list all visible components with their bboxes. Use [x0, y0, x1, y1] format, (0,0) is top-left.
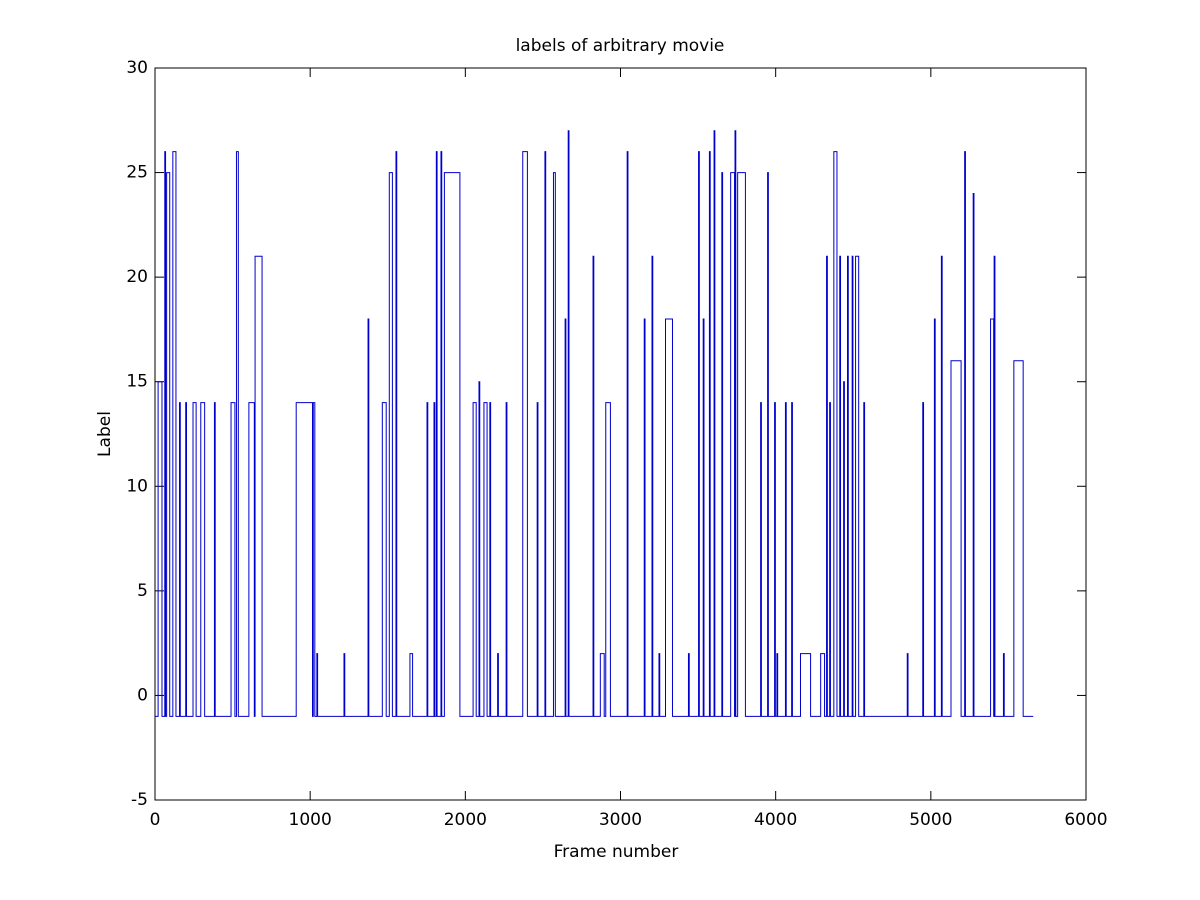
- x-tick-label: 2000: [444, 810, 487, 830]
- y-tick-label: 20: [126, 267, 148, 287]
- data-line: [155, 130, 1034, 717]
- y-tick-label: 10: [126, 476, 148, 496]
- x-tick-label: 6000: [1064, 810, 1107, 830]
- x-tick-label: 1000: [289, 810, 332, 830]
- y-tick-label: 0: [137, 685, 148, 705]
- x-tick-label: 3000: [599, 810, 642, 830]
- x-tick-label: 4000: [754, 810, 797, 830]
- x-tick-label: 0: [150, 810, 161, 830]
- y-tick-label: 15: [126, 372, 148, 392]
- y-axis-label: Label: [95, 411, 115, 457]
- y-tick-label: -5: [131, 790, 148, 810]
- chart-title: labels of arbitrary movie: [516, 36, 725, 56]
- y-tick-label: 30: [126, 58, 148, 78]
- x-axis-label: Frame number: [554, 842, 679, 862]
- y-tick-label: 25: [126, 163, 148, 183]
- x-tick-label: 5000: [909, 810, 952, 830]
- y-tick-label: 5: [137, 581, 148, 601]
